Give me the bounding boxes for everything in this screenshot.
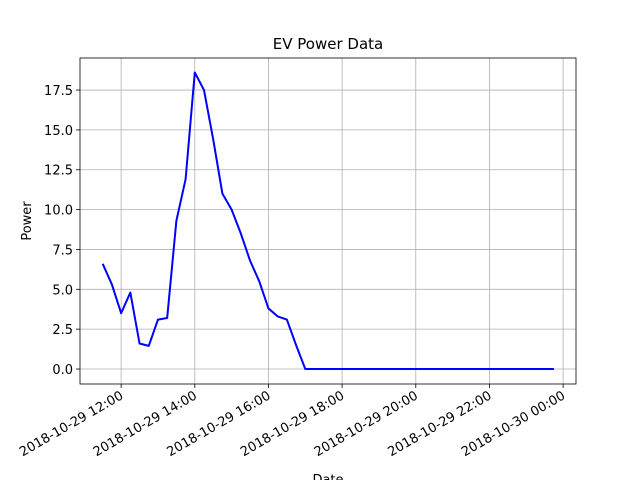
y-tick-label: 12.5 (44, 164, 73, 179)
chart-title: EV Power Data (273, 35, 383, 53)
y-tick-label: 15.0 (44, 124, 73, 139)
x-axis-label: Date (312, 473, 343, 480)
y-axis-label: Power (20, 201, 35, 241)
y-tick-label: 10.0 (44, 204, 73, 219)
y-tick-label: 0.0 (52, 363, 73, 378)
y-tick-label: 7.5 (52, 243, 73, 258)
plot-frame (79, 57, 577, 385)
y-tick-label: 17.5 (44, 84, 73, 99)
y-tick-label: 2.5 (52, 323, 73, 338)
y-tick-label: 5.0 (52, 283, 73, 298)
data-line (101, 71, 554, 371)
